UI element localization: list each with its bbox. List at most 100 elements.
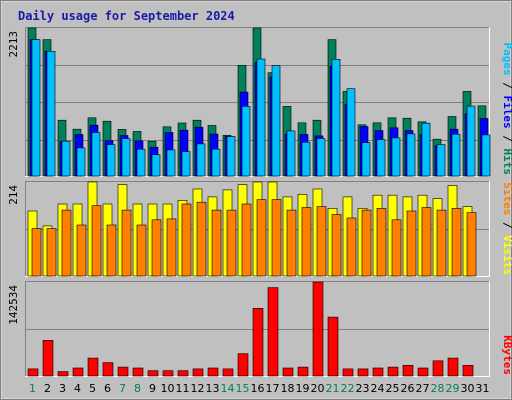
bar-pages-day-19 [301,141,311,177]
bar-pages-day-24 [376,139,386,177]
x-tick-day-14: 14 [221,382,235,395]
bar-kbytes-day-24 [372,367,384,377]
bar-sites-day-9 [151,219,162,277]
bar-sites-day-14 [226,209,237,277]
bar-kbytes-day-23 [357,368,369,377]
side-label-part: Files [501,96,512,129]
panels-group: 2213 Pages / Files / Hits 214 Sites / Visit… [7,27,512,377]
x-tick-day-15: 15 [236,382,250,395]
bar-sites-day-2 [46,228,57,277]
bar-sites-day-16 [256,199,267,277]
bar-kbytes-day-12 [192,368,204,377]
bar-kbytes-day-18 [282,367,294,377]
bar-sites-day-20 [316,206,327,277]
x-tick-day-8: 8 [134,382,141,395]
bar-kbytes-day-28 [432,360,444,377]
x-tick-day-6: 6 [104,382,111,395]
bar-sites-day-4 [76,224,87,277]
bar-kbytes-day-29 [447,357,459,377]
bar-sites-day-18 [286,209,297,277]
side-label-part: / [501,129,512,149]
x-tick-day-28: 28 [431,382,445,395]
bar-kbytes-day-10 [162,370,174,377]
bar-pages-day-21 [331,58,341,177]
side-label-part: / [501,76,512,96]
bar-pages-day-18 [286,130,296,177]
bar-pages-day-5 [91,132,101,177]
bar-pages-day-15 [241,106,251,177]
bar-pages-day-12 [196,143,206,177]
x-tick-day-30: 30 [461,382,475,395]
chart-title: Daily usage for September 2024 [18,9,235,23]
bar-sites-day-15 [241,203,252,277]
x-tick-day-25: 25 [386,382,400,395]
bar-pages-day-28 [436,144,446,177]
bar-sites-day-21 [331,214,342,277]
side-label-part: Sites [501,182,512,215]
y-max-label-hits_files_pages: 2213 [7,31,20,58]
bar-pages-day-11 [181,151,191,177]
bar-sites-day-11 [181,203,192,277]
bar-kbytes-day-2 [42,339,54,377]
bar-sites-day-6 [106,224,117,277]
bar-sites-day-28 [436,209,447,277]
bar-sites-day-5 [91,205,102,277]
side-label-kbytes: KBytes [501,335,512,375]
bar-pages-day-14 [226,136,236,177]
bar-kbytes-day-17 [267,287,279,377]
x-tick-day-11: 11 [176,382,190,395]
bar-pages-day-9 [151,154,161,177]
side-label-visits_sites: Sites / Visits [501,182,512,275]
x-tick-day-16: 16 [251,382,265,395]
side-label-hits_files_pages: Pages / Files / Hits [501,43,512,176]
x-tick-day-4: 4 [74,382,81,395]
bar-sites-day-17 [271,199,282,277]
bar-kbytes-day-16 [252,307,264,377]
bar-pages-day-29 [451,133,461,177]
x-tick-day-21: 21 [326,382,340,395]
bar-sites-day-27 [421,207,432,277]
side-label-part: KBytes [501,335,512,375]
bar-sites-day-24 [376,208,387,277]
x-tick-day-10: 10 [161,382,175,395]
bar-kbytes-day-4 [72,367,84,377]
bar-kbytes-day-9 [147,370,159,377]
bar-kbytes-day-21 [327,316,339,377]
x-tick-day-22: 22 [341,382,355,395]
x-tick-day-24: 24 [371,382,385,395]
bar-pages-day-31 [481,134,491,177]
bar-pages-day-30 [466,105,476,177]
x-tick-day-27: 27 [416,382,430,395]
x-tick-day-5: 5 [89,382,96,395]
x-tick-day-7: 7 [119,382,126,395]
x-tick-day-13: 13 [206,382,220,395]
side-label-part: / [501,215,512,235]
bar-kbytes-day-13 [207,367,219,377]
x-axis-labels: 1 2 3 4 5 6 7 8 9 10 11 12 13 14 15 16 17 18 19 20 21 22 23 24 2… [29,382,490,395]
bar-kbytes-day-1 [27,368,39,377]
x-tick-day-23: 23 [356,382,370,395]
bar-sites-day-29 [451,208,462,277]
bar-pages-day-13 [211,148,221,177]
x-tick-day-1: 1 [29,382,36,395]
bar-kbytes-day-30 [462,364,474,377]
bar-sites-day-13 [211,209,222,277]
x-tick-day-2: 2 [44,382,51,395]
y-max-label-visits_sites: 214 [7,185,20,205]
bar-kbytes-day-26 [402,364,414,377]
bar-sites-day-1 [31,228,42,277]
bar-sites-day-19 [301,207,312,277]
bar-kbytes-day-7 [117,366,129,377]
bar-pages-day-23 [361,142,371,177]
bar-pages-day-2 [46,50,56,177]
x-tick-day-17: 17 [266,382,280,395]
bar-pages-day-17 [271,65,281,177]
bar-pages-day-10 [166,149,176,177]
x-tick-day-3: 3 [59,382,66,395]
bar-pages-day-27 [421,122,431,177]
bar-kbytes-day-15 [237,353,249,377]
y-max-label-kbytes: 142534 [7,285,20,325]
bar-sites-day-3 [61,209,72,277]
bar-sites-day-8 [136,224,147,277]
